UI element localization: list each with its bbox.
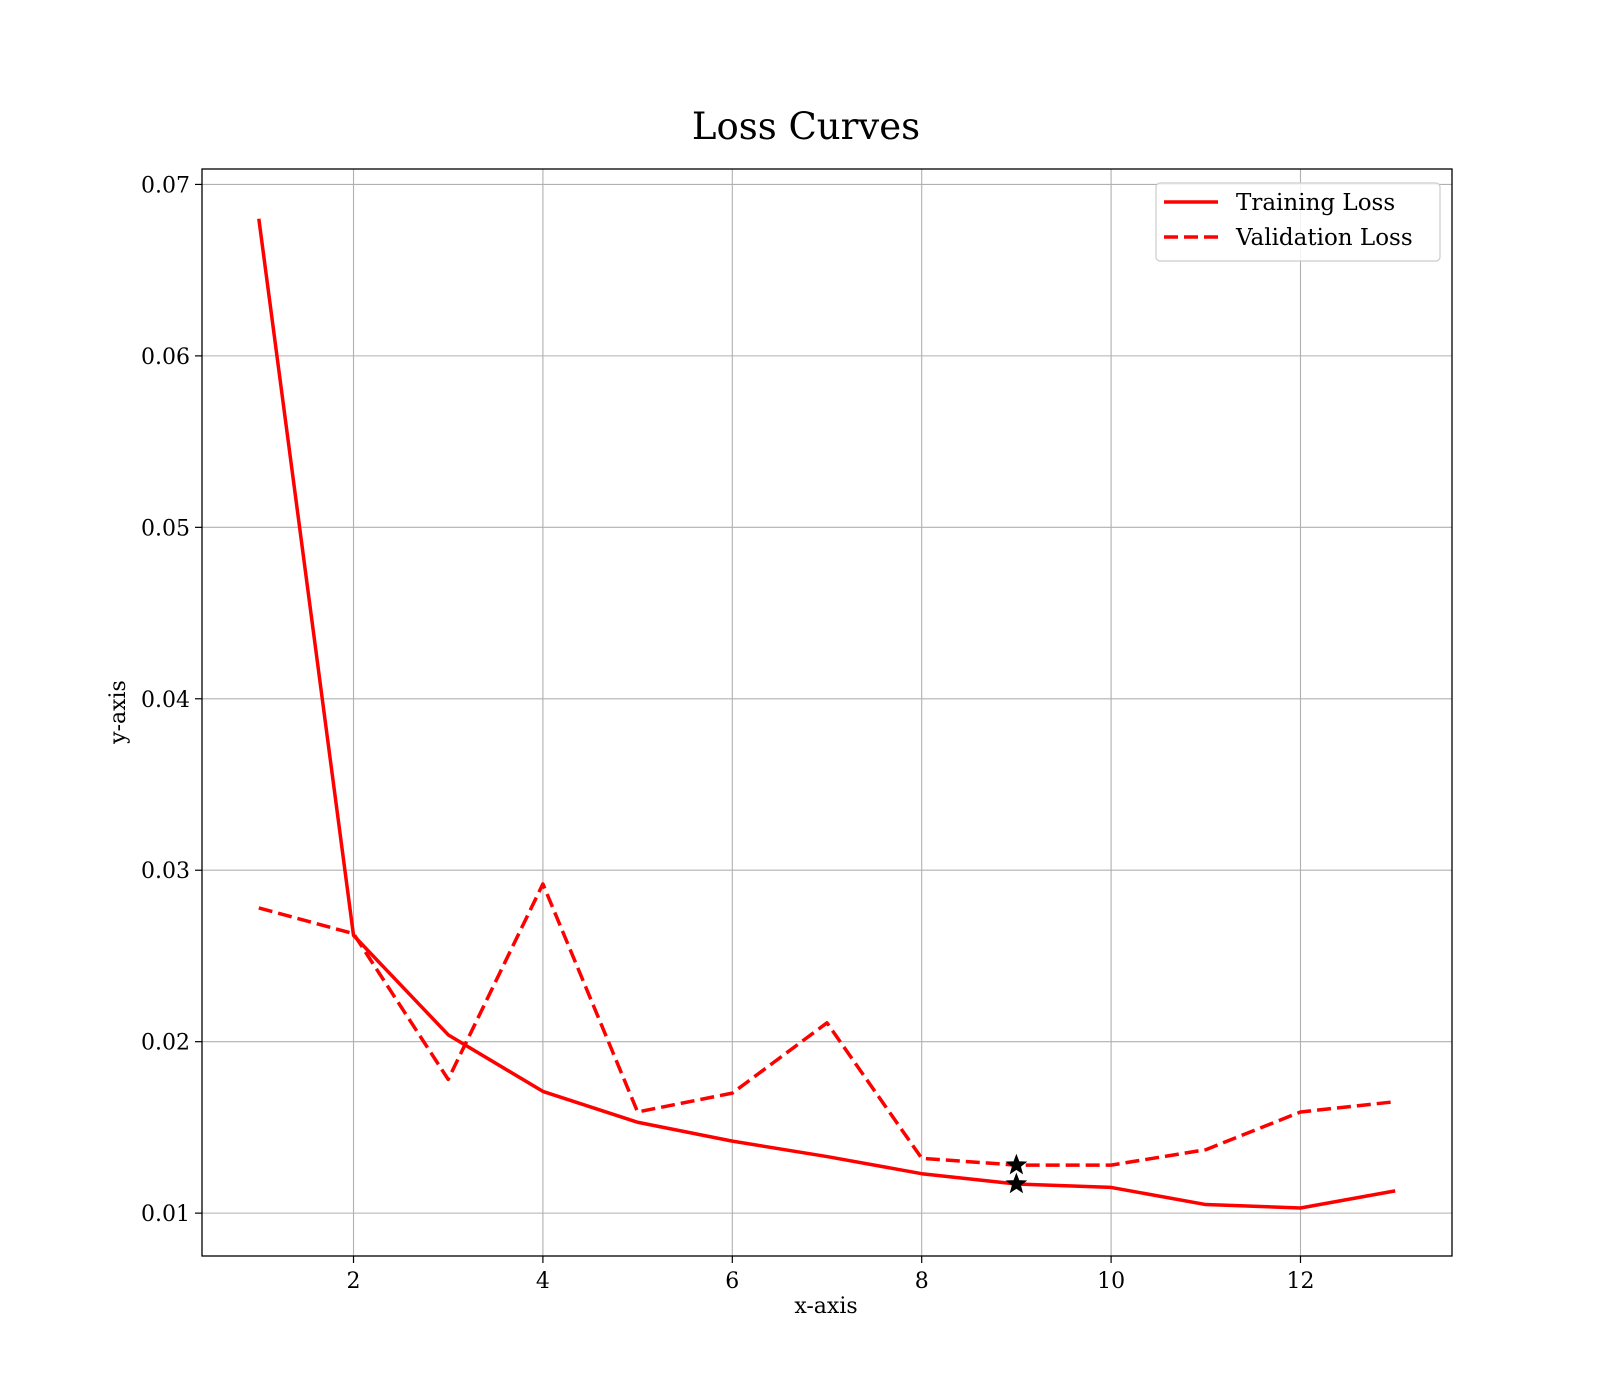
series-line-validation-loss: [258, 882, 1396, 1167]
y-tick-label: 0.06: [141, 345, 190, 370]
star-markers: [1005, 1153, 1028, 1194]
x-axis-title: x-axis: [794, 1294, 857, 1319]
y-tick-label: 0.05: [141, 516, 190, 541]
legend-label-training-loss: Training Loss: [1236, 190, 1395, 216]
y-tick-label: 0.02: [141, 1031, 190, 1056]
x-tick-label: 4: [536, 1269, 550, 1294]
grid-lines: [202, 169, 1452, 1256]
plot-area-frame: [201, 168, 1453, 1257]
series-lines: [257, 218, 1396, 1210]
chart-title: Loss Curves: [692, 105, 920, 148]
x-tick-label: 10: [1097, 1269, 1125, 1294]
legend-label-validation-loss: Validation Loss: [1235, 225, 1413, 251]
series-line-training-loss: [257, 218, 1396, 1210]
y-axis-title: y-axis: [106, 680, 131, 745]
x-tick-label: 6: [725, 1269, 739, 1294]
y-tick-label: 0.03: [141, 859, 190, 884]
axis-ticks: 2 4 6 8 10 12 0.01 0.02 0.03 0.04 0.05 0.06 0.07: [141, 173, 1314, 1294]
star-marker-validation-loss: [1005, 1153, 1028, 1175]
legend: Training Loss Validation Loss: [1155, 182, 1441, 262]
star-marker-training-loss: [1005, 1172, 1028, 1194]
x-tick-label: 12: [1286, 1269, 1314, 1294]
y-tick-label: 0.01: [141, 1202, 190, 1227]
legend-box: [1155, 182, 1441, 262]
x-tick-label: 8: [915, 1269, 929, 1294]
x-tick-label: 2: [347, 1269, 361, 1294]
y-tick-label: 0.04: [141, 688, 190, 713]
y-tick-label: 0.07: [141, 173, 190, 198]
